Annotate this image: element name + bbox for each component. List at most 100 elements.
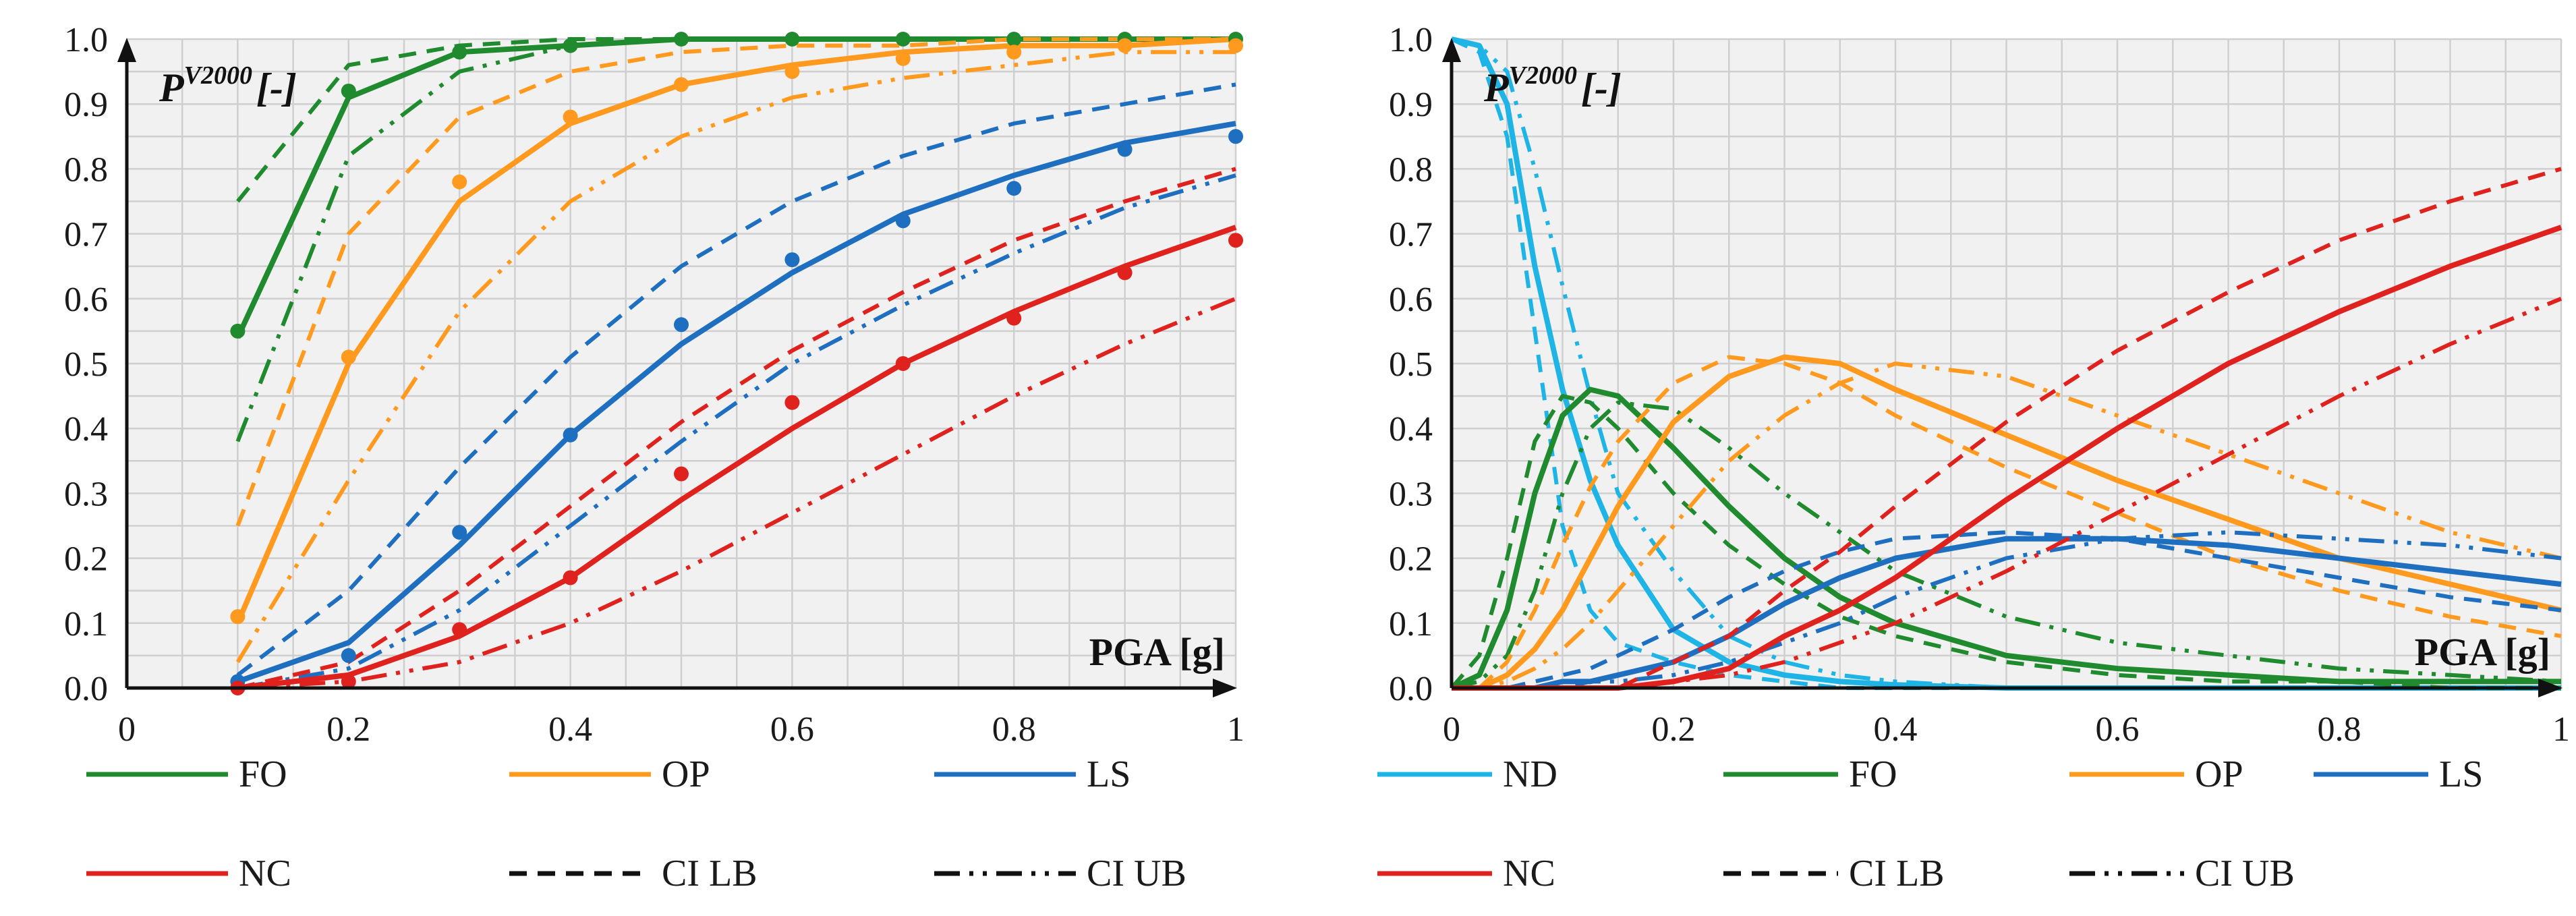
legend-label: LS: [1087, 753, 1130, 795]
x-tick-label: 0: [118, 710, 136, 749]
data-point-ls: [1228, 129, 1243, 144]
y-axis-title: PV2000 [-]: [1483, 61, 1622, 110]
data-point-fo: [452, 45, 467, 60]
y-axis-title: PV2000 [-]: [159, 61, 297, 110]
x-tick-label: 0.2: [326, 710, 370, 749]
legend-item-op: OP: [509, 753, 710, 795]
data-point-nc: [1117, 265, 1133, 281]
x-tick-label: 0.4: [1874, 710, 1918, 749]
legend-label: CI LB: [662, 853, 757, 894]
series-line-fo-dash: [1450, 394, 2561, 690]
data-point-op: [784, 64, 800, 80]
data-point-ls: [563, 427, 578, 442]
x-axis-title: PGA [g]: [1089, 630, 1225, 674]
series-line-nc-dash: [1452, 167, 2562, 690]
y-tick-label: 0.3: [64, 475, 108, 513]
axes: 0 0.2 0.4 0.6 0.8 1 0.0 0.1 0.2 0.3 0.4 0.5 0.6 0.7 0.…: [1389, 21, 2570, 749]
data-point-ls: [784, 252, 800, 268]
y-axis-arrow: [1442, 38, 1461, 62]
data-point-ls: [895, 213, 911, 229]
legend-item-ci-ub: CI UB: [934, 853, 1186, 894]
data-point-op: [674, 77, 689, 92]
data-point-ls: [674, 317, 689, 333]
series-line-fo-dashdotdot: [235, 37, 1236, 442]
y-tick-label: 0.6: [64, 281, 108, 319]
series-line-ls-dash: [1452, 530, 2562, 690]
y-tick-label: 0.4: [64, 410, 108, 449]
y-tick-label: 0.7: [64, 216, 108, 254]
legend-label: CI UB: [2195, 853, 2295, 894]
legend-item-ci-ub: CI UB: [2069, 853, 2295, 894]
y-tick-label: 0.1: [1389, 605, 1433, 643]
y-tick-label: 0.4: [1389, 410, 1433, 449]
data-point-op: [341, 349, 356, 365]
y-tick-label: 0.5: [64, 345, 108, 384]
series-line-op-dash: [1452, 355, 2562, 690]
y-tick-label: 0.1: [64, 605, 108, 643]
x-tick-label: 0.8: [992, 710, 1036, 749]
right-chart-panel: 0 0.2 0.4 0.6 0.8 1 0.0 0.1 0.2 0.3 0.4 0.5 0.6 0.7 0.…: [1389, 21, 2570, 749]
series-line-op-dashdotdot: [235, 50, 1236, 664]
y-tick-label: 1.0: [1389, 21, 1433, 59]
x-tick-label: 1: [2552, 710, 2570, 749]
data-point-ls: [341, 648, 356, 663]
legend-item-nc: NC: [86, 853, 291, 894]
data-point-nc: [563, 570, 578, 585]
data-point-ls: [452, 525, 467, 540]
series-group: [230, 32, 1243, 695]
legend-label: CI UB: [1087, 853, 1186, 894]
legend-item-op: OP: [2069, 753, 2243, 795]
legend-label: NC: [239, 853, 291, 894]
legend-label: LS: [2439, 753, 2483, 795]
y-tick-label: 1.0: [64, 21, 108, 59]
data-point-op: [563, 109, 578, 125]
series-line-nc-dash: [237, 167, 1236, 690]
series-line-fo-dashdotdot: [1451, 400, 2562, 690]
legend-item-nd: ND: [1377, 753, 1557, 795]
data-point-fo: [784, 32, 800, 47]
data-point-nc: [452, 622, 467, 637]
x-axis-arrow: [1213, 679, 1237, 697]
data-point-ls: [1006, 181, 1022, 196]
legend-item-ls: LS: [934, 753, 1130, 795]
series-line-nc-solid: [237, 225, 1237, 691]
series-line-fo-dash: [236, 37, 1236, 203]
x-tick-label: 0.6: [770, 710, 814, 749]
data-point-fo: [563, 38, 578, 53]
legend-label: ND: [1503, 753, 1557, 795]
data-point-nc: [341, 674, 356, 689]
legend-item-ls: LS: [2314, 753, 2483, 795]
left-legend: FO OP LS NC CI LB CI UB: [86, 753, 1186, 894]
legend-label: OP: [2195, 753, 2243, 795]
data-point-op: [1006, 45, 1022, 60]
legend-label: NC: [1503, 853, 1555, 894]
right-legend: ND FO OP LS NC CI LB CI UB: [1377, 753, 2483, 894]
data-point-nc: [895, 356, 911, 371]
series-line-ls-solid: [237, 121, 1236, 685]
y-tick-label: 0.0: [64, 670, 108, 708]
legend-item-fo: FO: [86, 753, 287, 795]
series-line-ls-dashdotdot: [237, 173, 1236, 690]
y-axis-arrow: [117, 38, 136, 62]
y-tick-label: 0.9: [64, 86, 108, 124]
data-point-fo: [1006, 32, 1022, 47]
x-tick-label: 0.4: [548, 710, 592, 749]
data-point-fo: [674, 32, 689, 47]
legend-label: OP: [662, 753, 710, 795]
y-tick-label: 0.7: [1389, 216, 1433, 254]
x-tick-label: 0.2: [1652, 710, 1696, 749]
legend-label: FO: [1849, 753, 1897, 795]
x-tick-label: 0.8: [2318, 710, 2362, 749]
data-point-op: [230, 609, 246, 625]
data-point-nc: [1228, 233, 1243, 248]
y-tick-label: 0.8: [64, 150, 108, 189]
data-point-op: [1117, 38, 1133, 53]
legend-item-ci-lb: CI LB: [1723, 853, 1945, 894]
x-tick-label: 0.6: [2096, 710, 2140, 749]
series-line-ls-dash: [236, 82, 1236, 677]
series-line-op-solid: [235, 36, 1236, 625]
data-point-op: [452, 174, 467, 190]
y-tick-label: 0.6: [1389, 281, 1433, 319]
series-line-op-dashdotdot: [1452, 362, 2562, 690]
